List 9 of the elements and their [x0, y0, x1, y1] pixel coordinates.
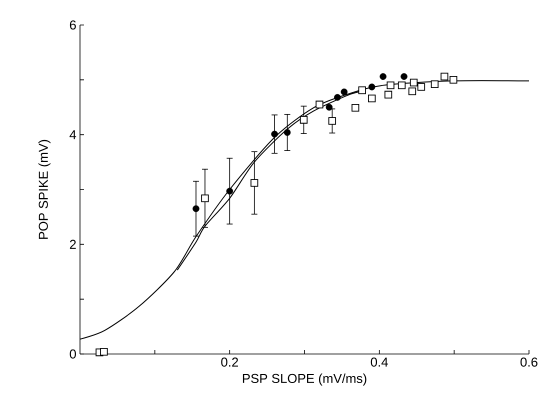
y-axis-title: POP SPIKE (mV) — [38, 140, 50, 239]
y-tick-label: 0 — [70, 349, 76, 359]
x-tick-label: 0.6 — [520, 358, 538, 367]
y-tick-label: 2 — [70, 240, 76, 249]
y-tick-label: 4 — [70, 130, 76, 140]
x-axis-title: PSP SLOPE (mV/ms) — [242, 374, 366, 386]
x-tick-label: 0.2 — [221, 358, 238, 367]
x-tick-label: 0.4 — [370, 358, 388, 367]
y-tick-label: 6 — [70, 20, 76, 30]
